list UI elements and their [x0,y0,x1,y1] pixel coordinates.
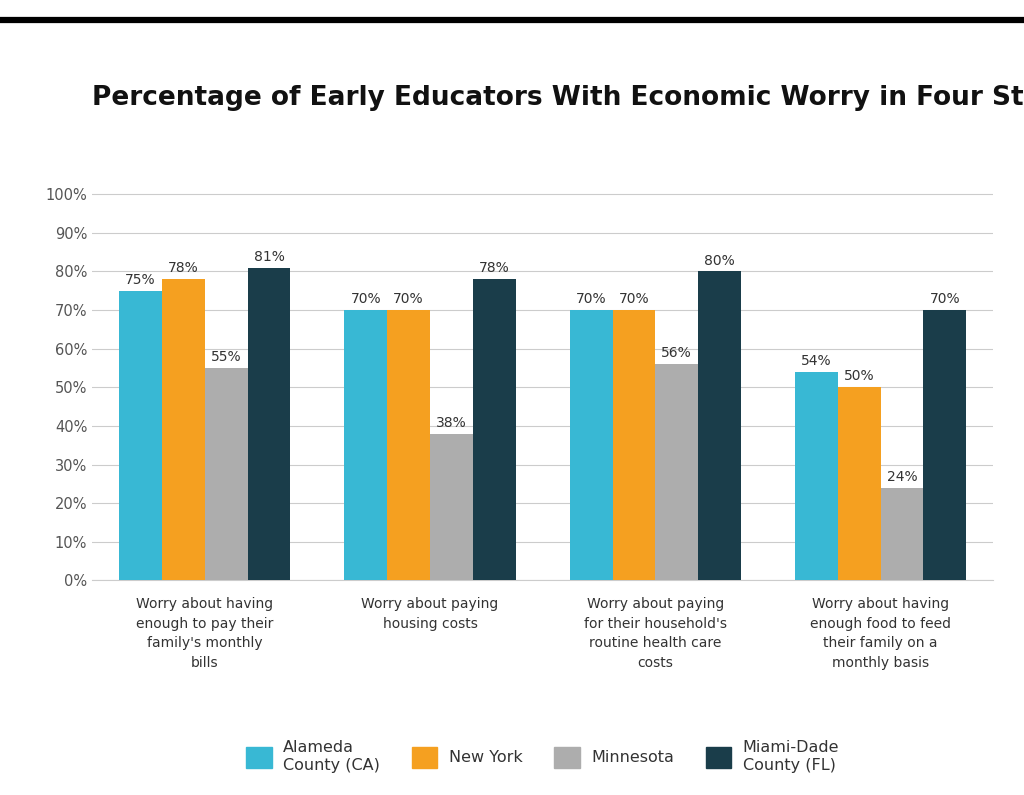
Bar [430,433,473,580]
Legend: Alameda
County (CA), New York, Minnesota, Miami-Dade
County (FL): Alameda County (CA), New York, Minnesota… [240,734,846,779]
Bar [612,310,655,580]
Bar [881,487,924,580]
Text: 70%: 70% [350,293,381,306]
Bar [205,368,248,580]
Bar [248,268,291,580]
Text: 54%: 54% [801,354,831,368]
Bar [838,387,881,580]
Text: 78%: 78% [479,262,510,275]
Text: 70%: 70% [930,293,961,306]
Text: 75%: 75% [125,273,156,287]
Text: 78%: 78% [168,262,199,275]
Text: 38%: 38% [436,416,467,430]
Bar [387,310,430,580]
Bar [473,279,516,580]
Bar [344,310,387,580]
Text: 50%: 50% [844,370,874,383]
Text: 55%: 55% [211,350,242,364]
Bar [119,291,162,580]
Text: 80%: 80% [705,254,735,268]
Bar [698,271,741,580]
Text: 70%: 70% [618,293,649,306]
Bar [924,310,967,580]
Bar [655,364,698,580]
Text: 70%: 70% [393,293,424,306]
Text: 56%: 56% [662,347,692,360]
Text: 70%: 70% [575,293,606,306]
Bar [162,279,205,580]
Bar [795,372,838,580]
Text: Percentage of Early Educators With Economic Worry in Four States: Percentage of Early Educators With Econo… [92,85,1024,111]
Text: 81%: 81% [254,250,285,264]
Text: 24%: 24% [887,470,918,484]
Bar [569,310,612,580]
